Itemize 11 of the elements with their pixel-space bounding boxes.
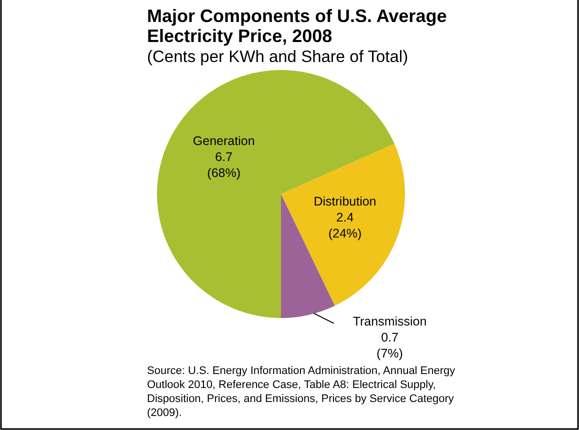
slice-label: Generation (192, 134, 255, 148)
chart-subtitle: (Cents per KWh and Share of Total) (147, 48, 408, 66)
slice-label: Distribution (314, 194, 376, 209)
data-label: 0.7 (7%) (376, 330, 403, 360)
data-label: 2.4 (24%) (328, 210, 362, 241)
data-label: 6.7 (68%) (207, 150, 241, 180)
source-note: Source: U.S. Energy Information Administration, Annual Energy Outlook 2010, Reference Case, Table A8: Electrical Supply, Disposition, Prices, and Emissions, Prices by Service Category (2009). (147, 365, 456, 419)
pie-slice (157, 70, 394, 318)
pie-slice (281, 144, 405, 306)
slice-label: Transmission (352, 314, 427, 328)
chart-title: Major Components of U.S. Average Electricity Price, 2008 (147, 6, 447, 46)
